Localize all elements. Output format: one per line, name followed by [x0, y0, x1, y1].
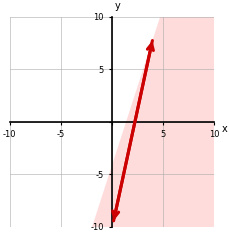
Text: x: x	[222, 124, 228, 134]
Text: y: y	[114, 1, 120, 11]
